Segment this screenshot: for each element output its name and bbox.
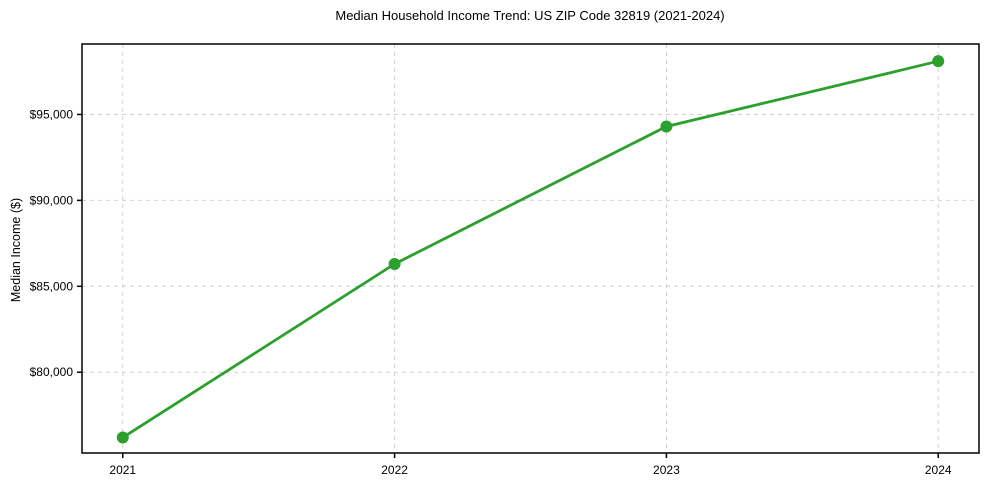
y-tick-label: $95,000 — [30, 107, 74, 121]
plot-border — [81, 43, 980, 454]
chart-title: Median Household Income Trend: US ZIP Co… — [335, 8, 725, 23]
y-tick-label: $85,000 — [30, 279, 74, 293]
data-point-2021 — [116, 431, 129, 444]
x-tick-label: 2024 — [925, 463, 952, 477]
y-tick-label: $90,000 — [30, 193, 74, 207]
data-point-2022 — [388, 257, 401, 270]
x-tick-label: 2022 — [381, 463, 408, 477]
x-tick-label: 2023 — [653, 463, 680, 477]
y-tick-label: $80,000 — [30, 365, 74, 379]
income-trend-line — [121, 59, 940, 439]
x-tick-label: 2021 — [109, 463, 136, 477]
data-point-2023 — [660, 120, 673, 133]
data-point-2024 — [932, 55, 945, 68]
